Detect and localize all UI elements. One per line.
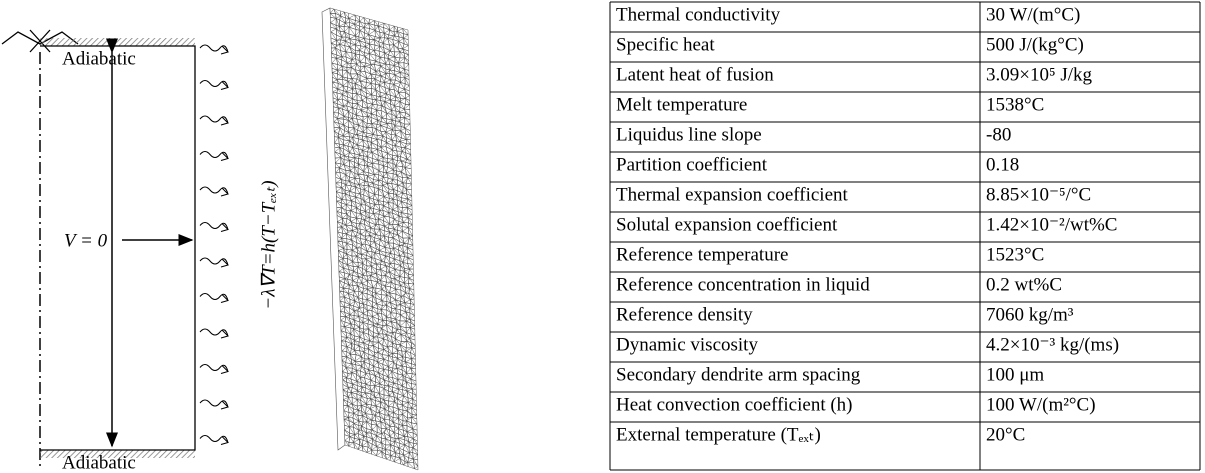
property-cell: Partition coefficient [616,154,768,175]
property-cell: Reference concentration in liquid [616,274,870,295]
wavy-arrow [199,186,229,197]
value-cell: 0.18 [986,154,1019,175]
value-cell: -80 [986,124,1011,145]
wavy-arrow [199,222,229,232]
wavy-arrow [199,44,229,55]
diagram: Adiabatic Adiabatic V = 0 −λ∇T=h(T−Tₑₓₜ) [1,29,279,473]
bottom-label: Adiabatic [62,452,136,473]
boundary-condition: −λ∇T=h(T−Tₑₓₜ) [258,180,279,309]
property-cell: Liquidus line slope [616,124,762,145]
value-cell: 3.09×10⁵ J/kg [986,64,1093,85]
property-cell: Reference density [616,304,753,325]
value-cell: 4.2×10⁻³ kg/(ms) [986,334,1119,355]
wavy-arrow [199,364,229,374]
mesh [321,7,419,471]
value-cell: 1538°C [986,94,1044,115]
value-cell: 20°C [986,424,1025,445]
wavy-arrow [199,435,229,445]
property-cell: Specific heat [616,34,715,55]
value-cell: 1.42×10⁻²/wt%C [986,214,1117,235]
property-cell: Latent heat of fusion [616,64,774,85]
property-cell: Thermal expansion coefficient [616,184,848,205]
table: Thermal conductivity 30 W/(m°C) Specific h… [609,1,1201,471]
property-cell: External temperature (Tₑₓₜ) [616,424,821,445]
value-cell: 7060 kg/m³ [986,304,1074,325]
value-cell: 8.85×10⁻⁵/°C [986,184,1091,205]
value-cell: 100 W/(m²°C) [986,394,1096,415]
wavy-arrow [199,257,229,268]
bottom-wall [40,450,195,458]
property-cell: Heat convection coefficient (h) [616,394,853,415]
property-cell: Melt temperature [616,94,747,115]
top-label: Adiabatic [62,48,136,69]
heat-flux-arrows [199,44,229,445]
wavy-arrow [199,293,229,303]
value-cell: 30 W/(m°C) [986,4,1080,25]
value-cell: 0.2 wt%C [986,274,1062,295]
wavy-arrow [199,328,229,339]
value-cell: 500 J/(kg°C) [986,34,1084,55]
top-wall [40,38,195,46]
value-cell: 1523°C [986,244,1044,265]
property-cell: Secondary dendrite arm spacing [616,364,861,385]
wavy-arrow [199,151,229,161]
property-cell: Reference temperature [616,244,788,265]
wavy-arrow [199,115,229,126]
mesh-lines [329,7,419,471]
property-cell: Thermal conductivity [616,4,781,25]
wavy-arrow [199,80,229,90]
property-cell: Dynamic viscosity [616,334,758,355]
value-cell: 100 μm [986,364,1044,385]
wavy-arrow [199,399,229,410]
property-cell: Solutal expansion coefficient [616,214,838,235]
velocity-label: V = 0 [64,230,108,251]
